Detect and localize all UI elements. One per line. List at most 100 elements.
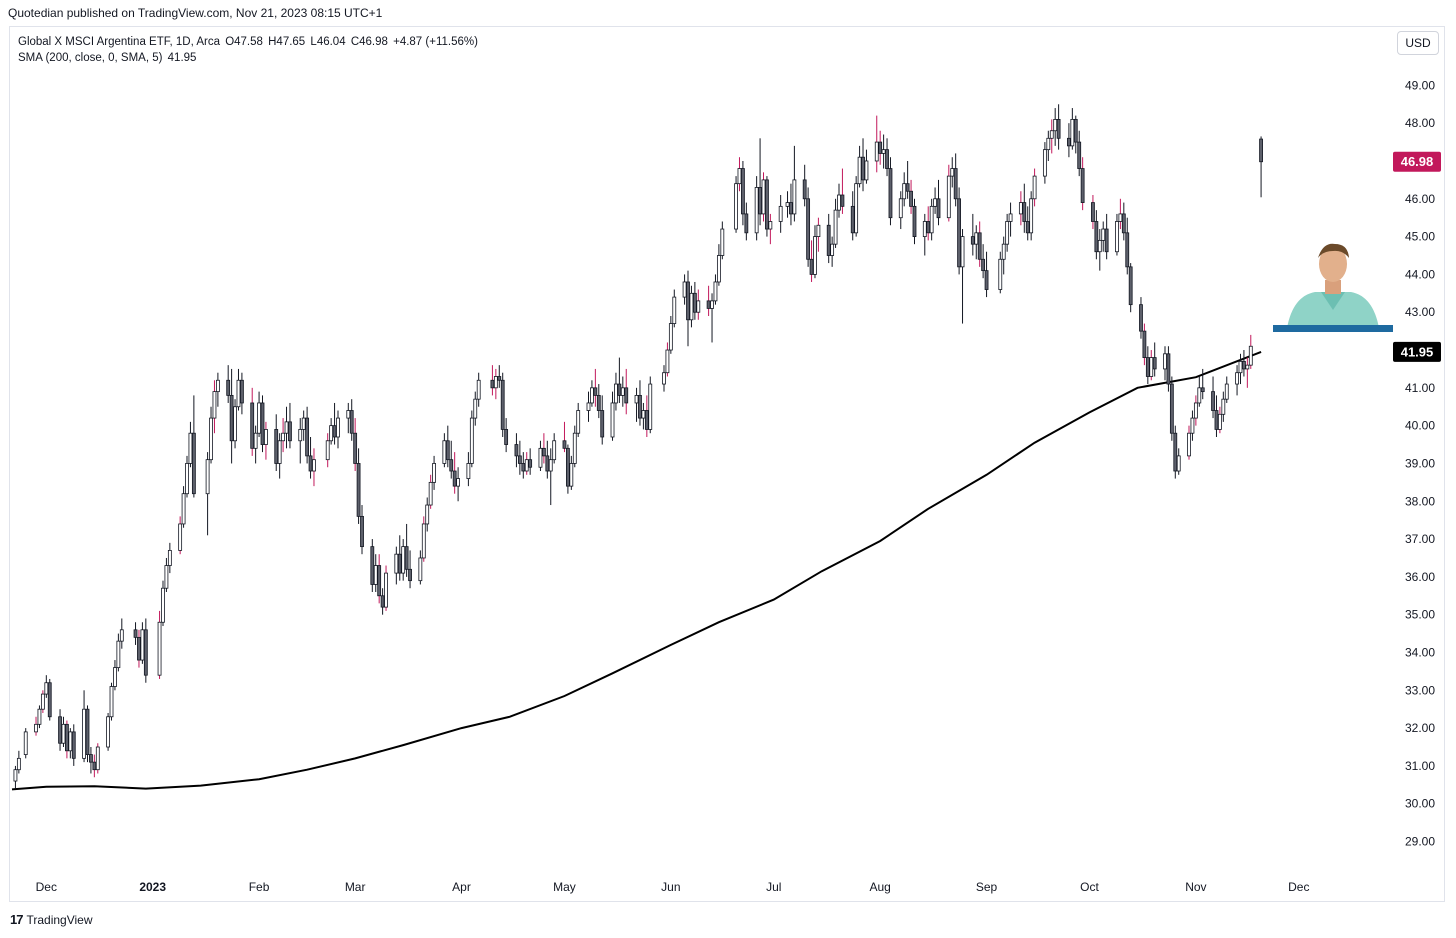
candle: [713, 274, 718, 305]
candle-body: [590, 387, 594, 404]
sma-layer: [11, 350, 1262, 791]
candle-body: [226, 379, 231, 396]
candle: [1166, 346, 1171, 392]
candle-body: [1142, 330, 1147, 358]
candle: [432, 455, 436, 490]
candle-body: [665, 349, 670, 374]
candle: [229, 368, 234, 464]
candle-body: [696, 300, 701, 313]
legend-symbol: Global X MSCI Argentina ETF, 1D, Arca: [18, 36, 220, 48]
candle-body: [82, 708, 86, 759]
y-tick-label: 41.00: [1405, 381, 1435, 395]
candle: [1235, 365, 1239, 396]
candle: [1248, 334, 1253, 369]
candle-body: [1169, 383, 1174, 434]
candle-body: [58, 716, 62, 744]
candle: [905, 160, 910, 199]
candle-body: [720, 228, 725, 256]
candle-body: [370, 546, 375, 585]
candle: [878, 130, 883, 165]
candle: [1169, 376, 1174, 441]
candle-body: [1152, 357, 1157, 370]
candle-body: [356, 463, 361, 517]
candle: [226, 365, 231, 403]
candle: [641, 402, 646, 430]
candle-body: [672, 296, 677, 324]
candle-body: [668, 323, 673, 351]
candle: [538, 440, 543, 472]
x-tick-label: Oct: [1080, 880, 1099, 894]
candle: [813, 225, 817, 279]
candle: [662, 365, 666, 392]
y-axis: 29.00 30.00 31.00 32.00 33.00 34.00 35.00 36.00…: [1405, 78, 1435, 848]
candle: [710, 293, 714, 343]
candle-body: [1173, 432, 1178, 472]
candle: [301, 410, 306, 441]
candle-body: [1115, 221, 1119, 253]
candle-body: [456, 478, 460, 487]
candle: [1032, 168, 1037, 207]
candle-body: [936, 198, 941, 219]
candle: [689, 285, 694, 328]
sma-value-badge-label: 41.95: [1401, 344, 1434, 359]
candle: [68, 728, 73, 759]
candle-body: [34, 723, 38, 733]
candle-body: [1197, 387, 1202, 404]
candle-body: [16, 757, 21, 771]
candle-body: [1091, 202, 1095, 222]
candle: [34, 716, 38, 736]
candle: [360, 505, 364, 555]
x-tick-label: Dec: [36, 880, 57, 894]
candle-body: [861, 156, 865, 181]
candle-body: [761, 179, 766, 215]
y-tick-label: 35.00: [1405, 608, 1435, 622]
candle-body: [1248, 345, 1253, 366]
candle-body: [576, 410, 581, 434]
candle-body: [548, 459, 553, 472]
candle: [188, 421, 193, 468]
candle: [1056, 104, 1061, 150]
candle: [215, 372, 220, 407]
candle: [837, 183, 841, 218]
candle: [936, 179, 941, 226]
candle-body: [1101, 228, 1106, 241]
candle: [596, 384, 601, 419]
candle: [981, 244, 986, 279]
candle-body: [648, 383, 653, 430]
candle-body: [710, 300, 714, 309]
tradingview-footer[interactable]: 17 TradingView: [10, 912, 93, 927]
candle: [566, 444, 570, 494]
candle: [1125, 217, 1130, 275]
x-axis: Dec 2023 Feb Mar Apr May Jun Jul Aug Sep Oct Nov Dec: [36, 880, 1310, 894]
candle: [754, 176, 759, 241]
candle: [380, 588, 385, 615]
y-tick-label: 48.00: [1405, 116, 1435, 130]
candle-body: [610, 402, 615, 438]
candle: [13, 765, 18, 789]
candle: [58, 709, 62, 751]
candle: [212, 380, 217, 434]
candle-body: [167, 550, 172, 566]
candle: [809, 240, 814, 282]
candle-body: [215, 379, 220, 393]
candle-body: [85, 708, 90, 755]
candle-body: [902, 183, 907, 200]
candle: [517, 440, 522, 475]
candle: [349, 399, 354, 441]
candle: [888, 157, 893, 226]
candle: [614, 372, 618, 411]
candle-body: [802, 179, 807, 200]
candle: [665, 342, 670, 377]
candle: [408, 550, 412, 589]
candle-body: [442, 440, 447, 464]
x-tick-label: Jun: [661, 880, 680, 894]
candle: [909, 179, 913, 214]
currency-button[interactable]: USD: [1397, 31, 1439, 55]
candle-body: [854, 183, 859, 234]
candle-body: [974, 232, 979, 245]
candle: [109, 682, 114, 721]
candle: [377, 554, 382, 604]
legend-sma-value: 41.95: [167, 52, 197, 64]
candle-body: [1094, 221, 1099, 253]
